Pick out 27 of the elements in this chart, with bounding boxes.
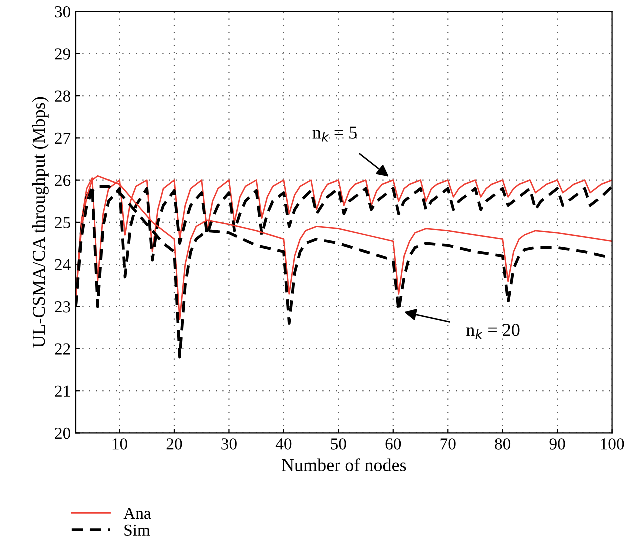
y-axis-title: UL-CSMA/CA throughput (Mbps)	[32, 97, 49, 348]
x-tick-label: 90	[550, 438, 566, 450]
x-tick-label: 50	[331, 438, 346, 450]
x-tick-label: 10	[112, 438, 128, 450]
y-tick-label: 22	[55, 344, 70, 355]
y-tick-label: 24	[55, 259, 71, 270]
x-tick-label: 30	[222, 438, 237, 450]
y-tick-label: 28	[55, 90, 70, 102]
y-tick-label: 23	[55, 302, 70, 313]
x-tick-label: 40	[276, 438, 292, 450]
x-axis-title: Number of nodes	[282, 458, 406, 472]
legend-label: Ana	[124, 508, 152, 520]
y-tick-label: 25	[55, 217, 70, 228]
x-tick-label: 70	[440, 438, 456, 450]
legend-label: Sim	[124, 524, 150, 536]
x-tick-label: 80	[495, 438, 511, 450]
x-tick-label: 100	[601, 438, 624, 450]
y-tick-label: 29	[55, 48, 70, 60]
annotation: n$_{k}$ = 5	[312, 126, 357, 142]
y-tick-label: 27	[55, 132, 71, 144]
y-tick-label: 30	[55, 6, 70, 18]
x-tick-label: 20	[166, 438, 182, 450]
y-tick-label: 21	[55, 386, 70, 397]
y-tick-label: 26	[55, 175, 71, 186]
x-tick-label: 60	[386, 438, 402, 450]
annotation: n$_{k}$ = 20	[466, 324, 520, 340]
y-tick-label: 20	[55, 428, 70, 440]
